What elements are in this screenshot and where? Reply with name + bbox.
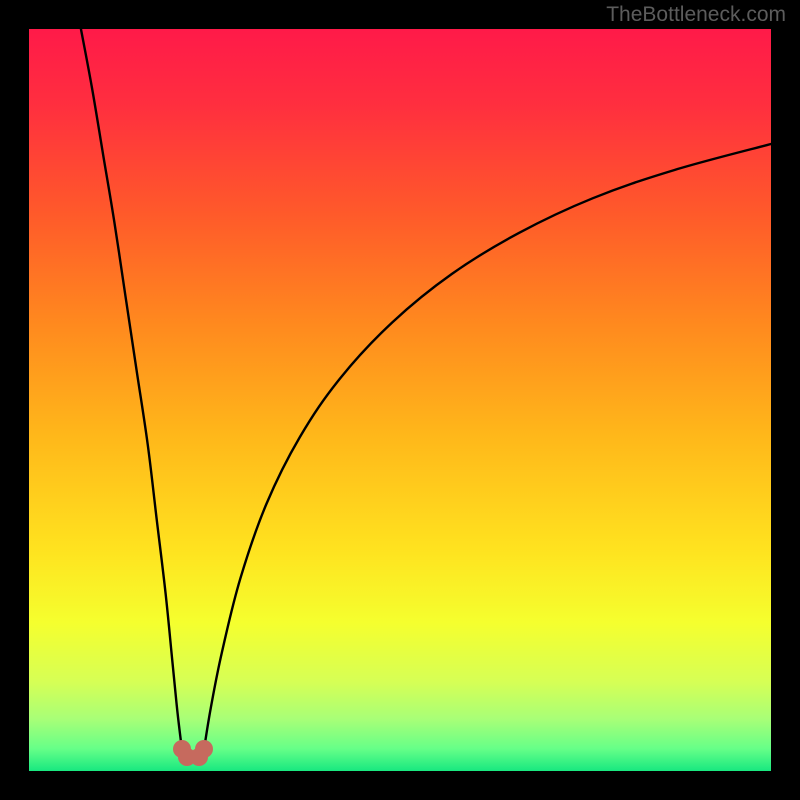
plot-area xyxy=(29,29,771,771)
chart-container: TheBottleneck.com xyxy=(0,0,800,800)
curve-left-branch xyxy=(81,29,182,749)
curve-right-branch xyxy=(204,144,771,749)
curves-layer xyxy=(29,29,771,771)
watermark-text: TheBottleneck.com xyxy=(606,3,786,27)
valley-marker xyxy=(195,740,213,758)
